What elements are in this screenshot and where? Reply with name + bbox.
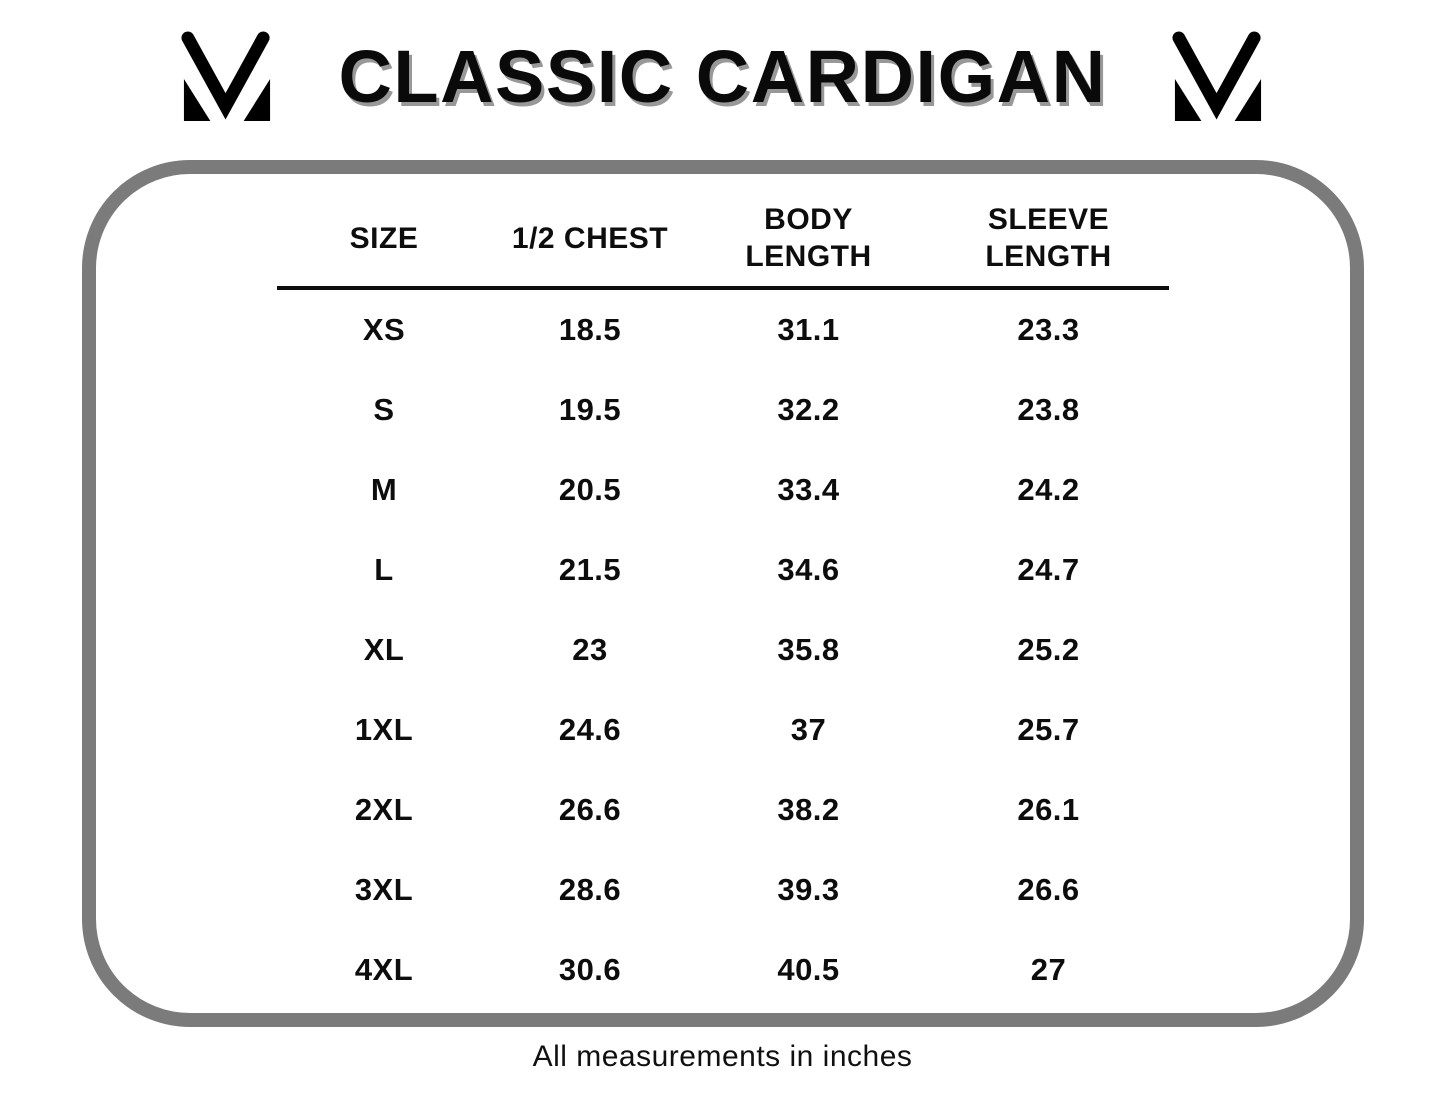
table-body: XS 18.5 31.1 23.3 S 19.5 32.2 23.8 M 20.5 33.4 24.2…: [277, 290, 1169, 1010]
table-row: 3XL 28.6 39.3 26.6: [277, 850, 1169, 930]
table-header-row: SIZE 1/2 CHEST BODY LENGTH SLEEVE LENGTH: [277, 192, 1169, 286]
size-cell: 2XL: [354, 792, 414, 827]
measurement-cell: 33.4: [777, 472, 840, 507]
size-cell: XS: [362, 312, 406, 347]
table-row: 1XL 24.6 37 25.7: [277, 690, 1169, 770]
measurement-cell: 26.1: [1017, 792, 1080, 827]
mv-logo-icon: [1169, 30, 1267, 123]
table-row: XL 23 35.8 25.2: [277, 610, 1169, 690]
measurement-cell: 27: [1030, 952, 1067, 987]
measurement-cell: 25.7: [1017, 712, 1080, 747]
size-cell: M: [370, 472, 398, 507]
measurement-cell: 39.3: [777, 872, 840, 907]
measurement-cell: 30.6: [558, 952, 622, 987]
column-header: SLEEVE LENGTH: [929, 202, 1169, 275]
table-row: M 20.5 33.4 24.2: [277, 450, 1169, 530]
header: CLASSIC CARDIGAN: [0, 0, 1445, 132]
column-header-label: SIZE: [349, 221, 419, 255]
measurement-cell: 18.5: [558, 312, 622, 347]
table-row: L 21.5 34.6 24.7: [277, 530, 1169, 610]
measurement-cell: 19.5: [558, 392, 622, 427]
measurement-cell: 23.8: [1017, 392, 1080, 427]
measurement-cell: 40.5: [777, 952, 840, 987]
size-cell: 3XL: [354, 872, 414, 907]
size-cell: XL: [363, 632, 405, 667]
measurement-cell: 26.6: [558, 792, 622, 827]
measurement-cell: 20.5: [558, 472, 622, 507]
measurement-cell: 24.6: [558, 712, 622, 747]
size-cell: L: [374, 552, 394, 587]
size-cell: 4XL: [354, 952, 414, 987]
column-header-label: SLEEVE LENGTH: [985, 203, 1112, 273]
size-cell: S: [373, 392, 395, 427]
column-header: BODY LENGTH: [689, 202, 929, 275]
column-header: SIZE: [277, 221, 492, 258]
measurement-cell: 25.2: [1017, 632, 1080, 667]
mv-logo-icon: [178, 30, 276, 123]
measurement-cell: 26.6: [1017, 872, 1080, 907]
column-header-label: BODY LENGTH: [745, 203, 872, 273]
measurement-cell: 23.3: [1017, 312, 1080, 347]
measurement-cell: 24.7: [1017, 552, 1080, 587]
size-cell: 1XL: [354, 712, 414, 747]
column-header: 1/2 CHEST: [492, 221, 689, 258]
measurement-cell: 35.8: [777, 632, 840, 667]
measurement-cell: 32.2: [777, 392, 840, 427]
page-title: CLASSIC CARDIGAN: [338, 34, 1107, 118]
table-row: 4XL 30.6 40.5 27: [277, 930, 1169, 1010]
table-row: XS 18.5 31.1 23.3: [277, 290, 1169, 370]
header-divider: [276, 286, 1169, 290]
measurement-cell: 31.1: [777, 312, 840, 347]
footer-note: All measurements in inches: [532, 1040, 913, 1073]
measurement-cell: 38.2: [777, 792, 840, 827]
measurement-cell: 34.6: [777, 552, 840, 587]
measurement-cell: 37: [790, 712, 827, 747]
size-chart-panel: SIZE 1/2 CHEST BODY LENGTH SLEEVE LENGTH XS…: [81, 160, 1364, 1027]
size-table: SIZE 1/2 CHEST BODY LENGTH SLEEVE LENGTH XS…: [276, 192, 1169, 1010]
measurement-cell: 21.5: [558, 552, 622, 587]
measurement-cell: 24.2: [1017, 472, 1080, 507]
measurement-cell: 23: [572, 632, 608, 667]
table-row: 2XL 26.6 38.2 26.1: [277, 770, 1169, 850]
measurement-cell: 28.6: [558, 872, 622, 907]
table-row: S 19.5 32.2 23.8: [277, 370, 1169, 450]
column-header-label: 1/2 CHEST: [511, 221, 669, 255]
